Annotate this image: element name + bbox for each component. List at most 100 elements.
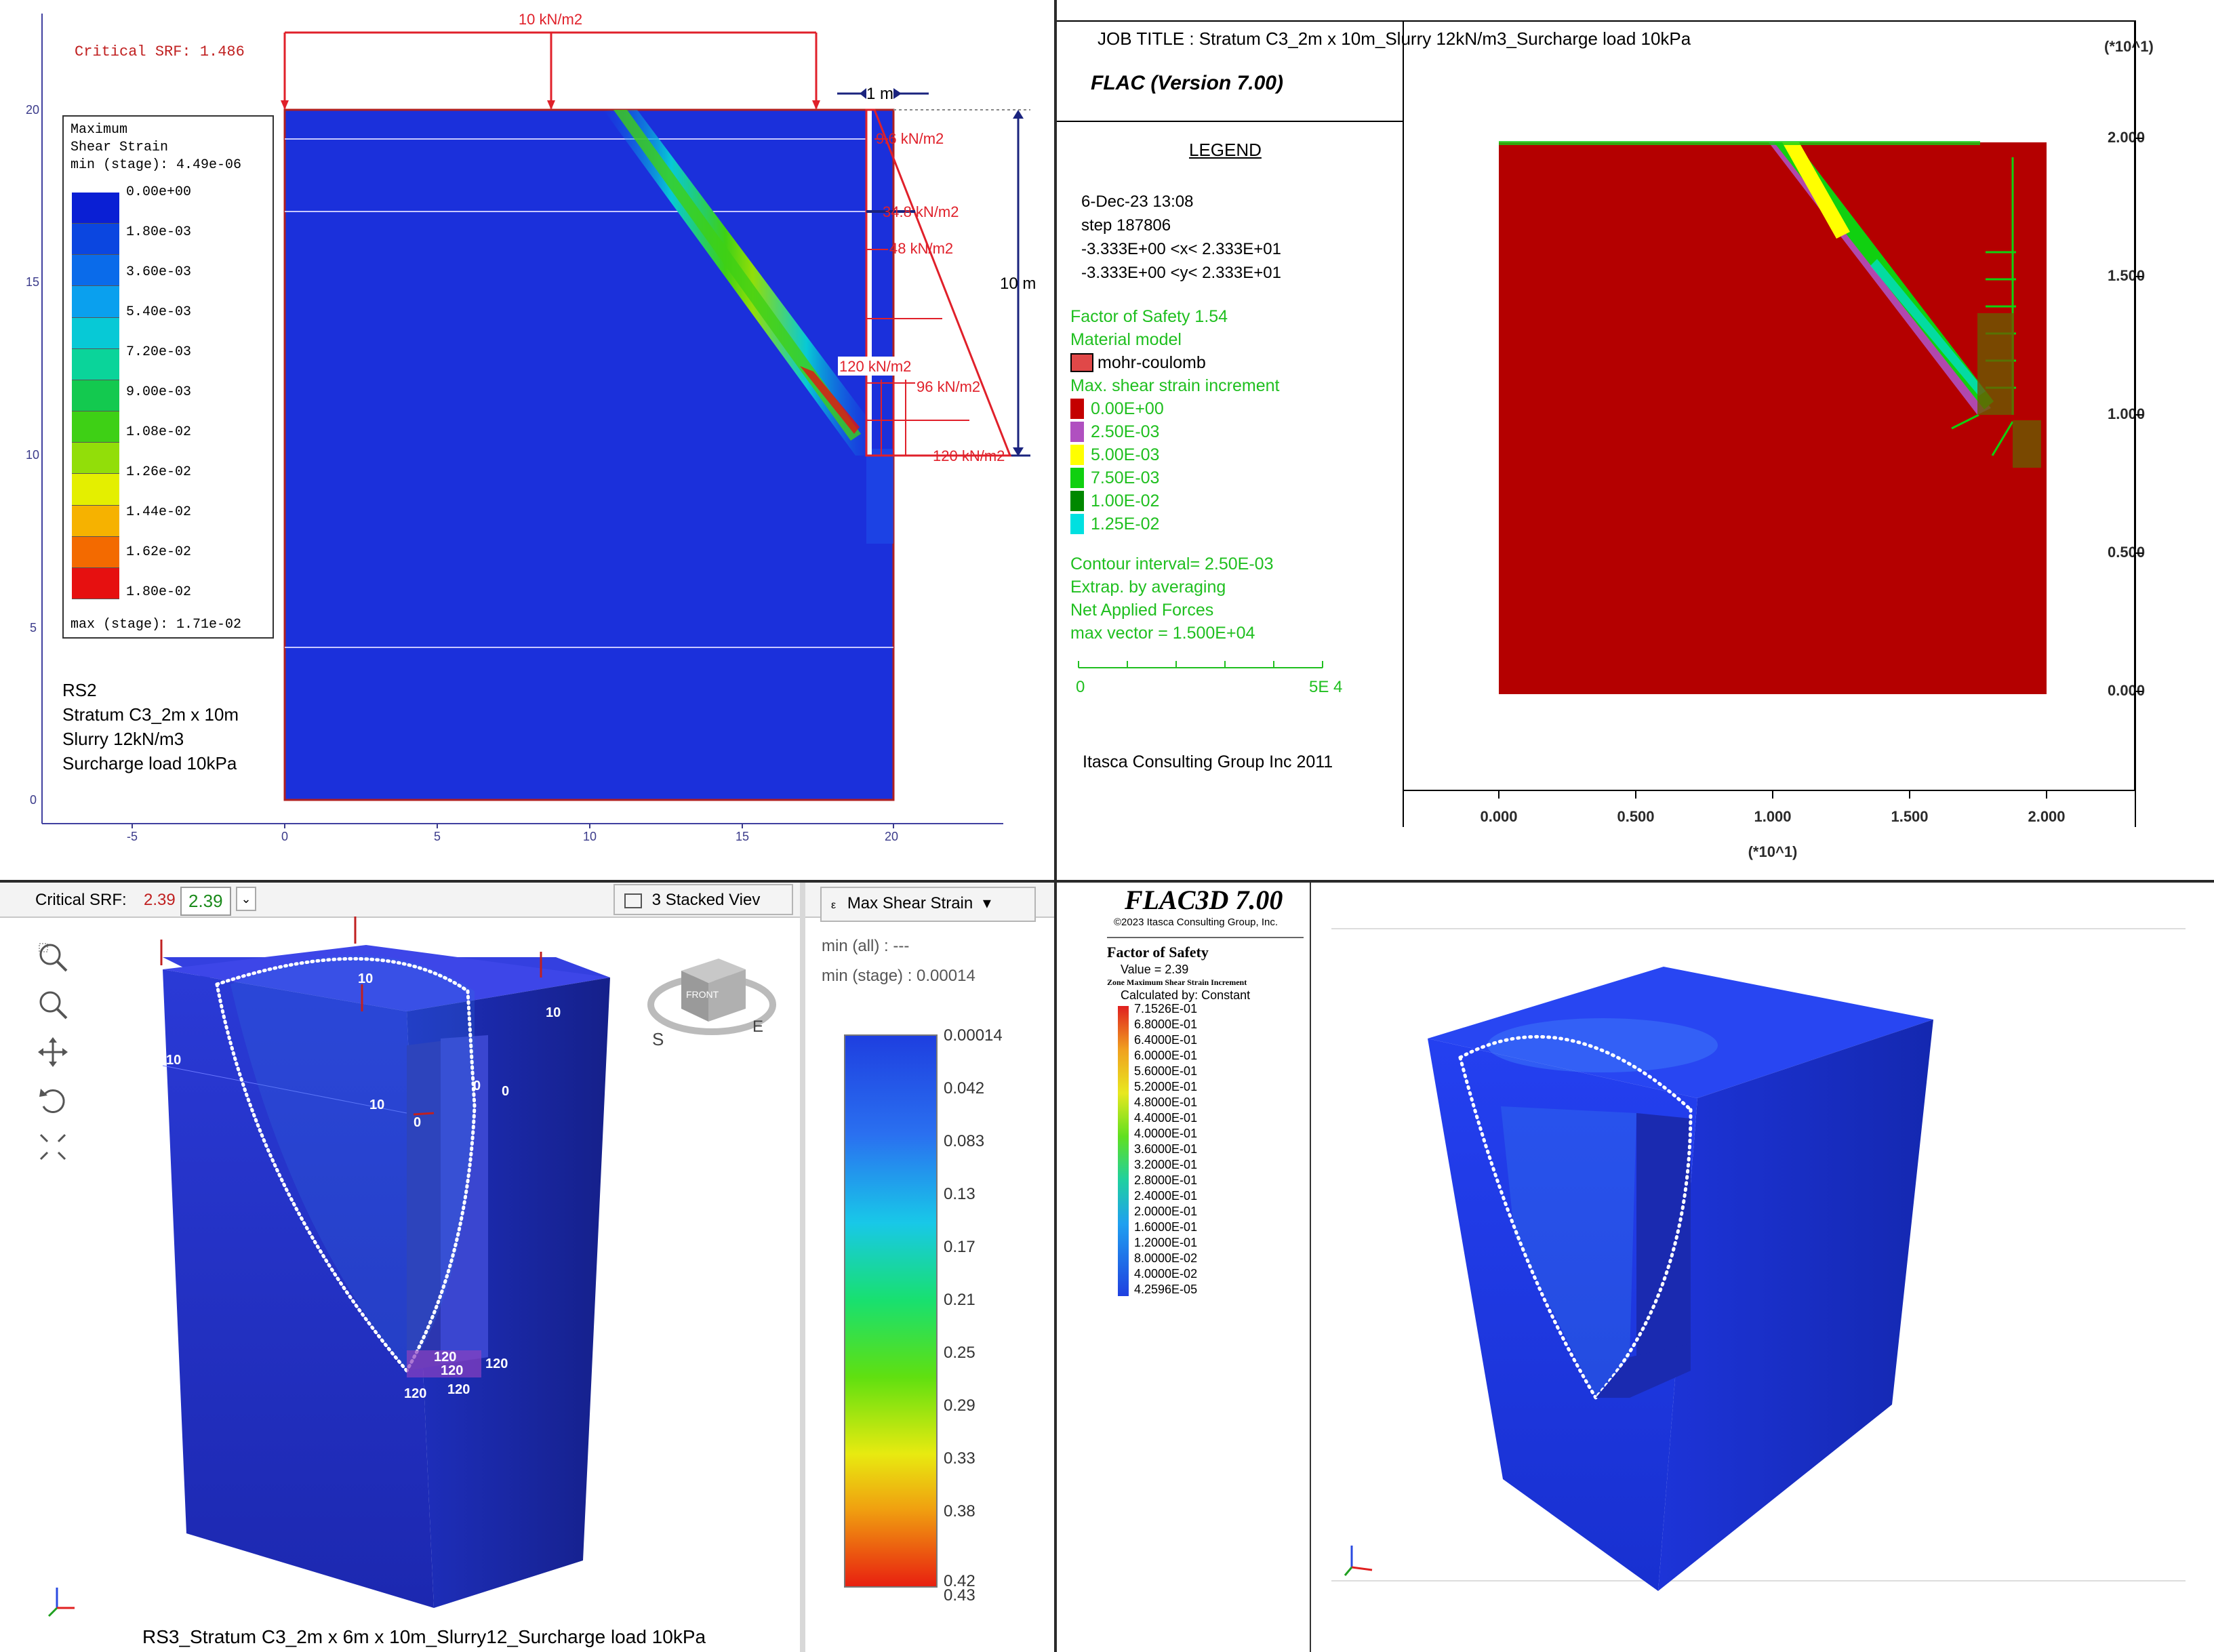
strain-level: 7.50E-03	[1070, 466, 1159, 489]
compass-e: E	[752, 1018, 763, 1036]
flac3d-level: 8.0000E-02	[1134, 1251, 1198, 1265]
dim-height-label: 10 m	[1000, 275, 1036, 293]
rs2-caption: RS2 Stratum C3_2m x 10m Slurry 12kN/m3 S…	[62, 678, 239, 775]
compass-front: FRONT	[686, 989, 719, 1000]
legend-level: 0.00e+00	[126, 184, 192, 200]
x-tick: 5	[434, 830, 441, 843]
scale-value: 0.38	[944, 1502, 975, 1520]
rs2-legend: Maximum Shear Strain min (stage): 4.49e-…	[62, 115, 274, 639]
legend-swatch	[72, 474, 119, 506]
x-tick: 1.500	[1891, 808, 1928, 825]
strain-swatch	[1070, 468, 1084, 488]
scale-value: 0.00014	[944, 1026, 1003, 1045]
flac3d-level: 2.0000E-01	[1134, 1205, 1198, 1218]
srf-dropdown-icon[interactable]: ⌄	[236, 887, 256, 911]
caption-line: Surcharge load 10kPa	[62, 753, 237, 773]
scale-value: 0.21	[944, 1291, 975, 1309]
max-vector-label: max vector = 1.500E+04	[1070, 624, 1255, 643]
scale-value: 0.25	[944, 1344, 975, 1362]
strain-level-label: 1.00E-02	[1091, 491, 1160, 510]
legend-level: 9.00e-03	[126, 384, 192, 400]
flac3d-level: 3.6000E-01	[1134, 1142, 1198, 1156]
load-label: 10	[358, 971, 373, 986]
fos-label: Factor of Safety 1.54	[1070, 307, 1228, 326]
legend-level: 3.60e-03	[126, 264, 192, 280]
axis-triad-icon	[47, 1588, 75, 1617]
zoom-extents-icon[interactable]	[33, 1127, 73, 1167]
scale-value: 0.42	[944, 1572, 975, 1590]
y-tick: 20	[26, 103, 39, 117]
scale-value: 0.083	[944, 1132, 985, 1150]
legend-swatch	[72, 380, 119, 412]
vector-scale: 0 5E 4	[1076, 661, 1342, 696]
extrap-label: Extrap. by averaging	[1070, 578, 1226, 597]
legend-level: 1.62e-02	[126, 544, 192, 560]
rs3-scale-values: 0.00014 0.042 0.083 0.13 0.17 0.21 0.25 0.29 0.3…	[944, 1026, 1045, 1605]
contour-dropdown[interactable]: ε Max Shear Strain ▾	[820, 887, 1036, 922]
flac3d-level: 6.4000E-01	[1134, 1033, 1198, 1047]
view-dropdown[interactable]: 3 Stacked Viev	[613, 884, 793, 915]
flac3d-top-face	[1428, 967, 1933, 1098]
strain-level-label: 1.25E-02	[1091, 515, 1160, 533]
caption-line: Stratum C3_2m x 10m	[62, 704, 239, 725]
trench	[866, 110, 872, 456]
scale-right: 5E 4	[1309, 678, 1342, 696]
legend-swatch	[72, 443, 119, 475]
x-tick: 20	[885, 830, 898, 843]
legend-levels: 0.00e+00 1.80e-03 3.60e-03 5.40e-03 7.20e-03…	[126, 184, 268, 605]
y-range-label: -3.333E+00 <y< 2.333E+01	[1081, 264, 1281, 282]
load-label: 0	[414, 1115, 421, 1130]
strain-level: 1.25E-02	[1070, 512, 1159, 536]
legend-level: 5.40e-03	[126, 304, 192, 320]
strain-swatch	[1070, 514, 1084, 534]
flac3d-level: 5.2000E-01	[1134, 1080, 1198, 1093]
net-forces-label: Net Applied Forces	[1070, 601, 1214, 620]
legend-max: max (stage): 1.71e-02	[71, 617, 242, 632]
strain-level: 2.50E-03	[1070, 420, 1159, 443]
legend-swatch	[72, 286, 119, 318]
scale-value: 0.33	[944, 1449, 975, 1468]
material-model-label: Material model	[1070, 330, 1182, 349]
flac3d-level: 3.2000E-01	[1134, 1158, 1198, 1171]
srf-green-value[interactable]: 2.39	[180, 887, 231, 916]
legend-level: 1.80e-02	[126, 584, 192, 600]
pan-icon[interactable]	[33, 1032, 73, 1072]
mohr-label: mohr-coulomb	[1098, 353, 1206, 372]
flac3d-level: 7.1526E-01	[1134, 1002, 1198, 1015]
x-exponent: (*10^1)	[1748, 843, 1798, 860]
flac-legend: Factor of Safety 1.54 Material model moh…	[1070, 305, 1279, 645]
flac-version: FLAC (Version 7.00)	[1091, 72, 1283, 94]
critical-srf-label: Critical SRF: 1.486	[75, 43, 245, 60]
view-cube[interactable]: FRONT S E	[647, 959, 776, 1049]
job-title: JOB TITLE : Stratum C3_2m x 10m_Slurry 1…	[1098, 28, 1691, 49]
legend-title-2: Shear Strain	[71, 140, 169, 155]
step-label: step 187806	[1081, 216, 1171, 235]
legend-swatch	[72, 411, 119, 443]
axis-triad-icon	[1344, 1546, 1373, 1576]
x-tick: 10	[583, 830, 597, 843]
critical-srf-label: Critical SRF:	[35, 891, 127, 909]
x-tick: -5	[127, 830, 138, 843]
legend-level: 1.44e-02	[126, 504, 192, 520]
legend-title-1: Maximum	[71, 122, 128, 138]
zoom-icon[interactable]	[33, 984, 73, 1025]
flac3d-levels: 7.1526E-01 6.8000E-01 6.4000E-01 6.0000E-01…	[1134, 1002, 1270, 1300]
strain-swatch	[1070, 422, 1084, 442]
soil-domain	[283, 108, 895, 801]
fos-value: Value = 2.39	[1121, 963, 1189, 976]
calc-label: Calculated by: Constant	[1121, 988, 1251, 1002]
load-label: 10	[166, 1053, 181, 1068]
pressure-label-2: 34.8 kN/m2	[883, 203, 959, 220]
zoom-window-icon[interactable]	[33, 937, 73, 978]
strain-title: Zone Maximum Shear Strain Increment	[1107, 978, 1247, 987]
vertical-divider	[1054, 0, 1057, 1652]
load-label: 120	[485, 1356, 508, 1371]
mohr-swatch	[1070, 353, 1093, 372]
legend-level: 7.20e-03	[126, 344, 192, 360]
flac-info: 6-Dec-23 13:08 step 187806 -3.333E+00 <x…	[1081, 190, 1281, 285]
y-tick: 0.000	[2108, 682, 2145, 699]
legend-swatch	[72, 536, 119, 568]
date-label: 6-Dec-23 13:08	[1081, 193, 1194, 211]
rs3-front-face	[163, 969, 434, 1608]
rotate-icon[interactable]	[33, 1081, 73, 1121]
